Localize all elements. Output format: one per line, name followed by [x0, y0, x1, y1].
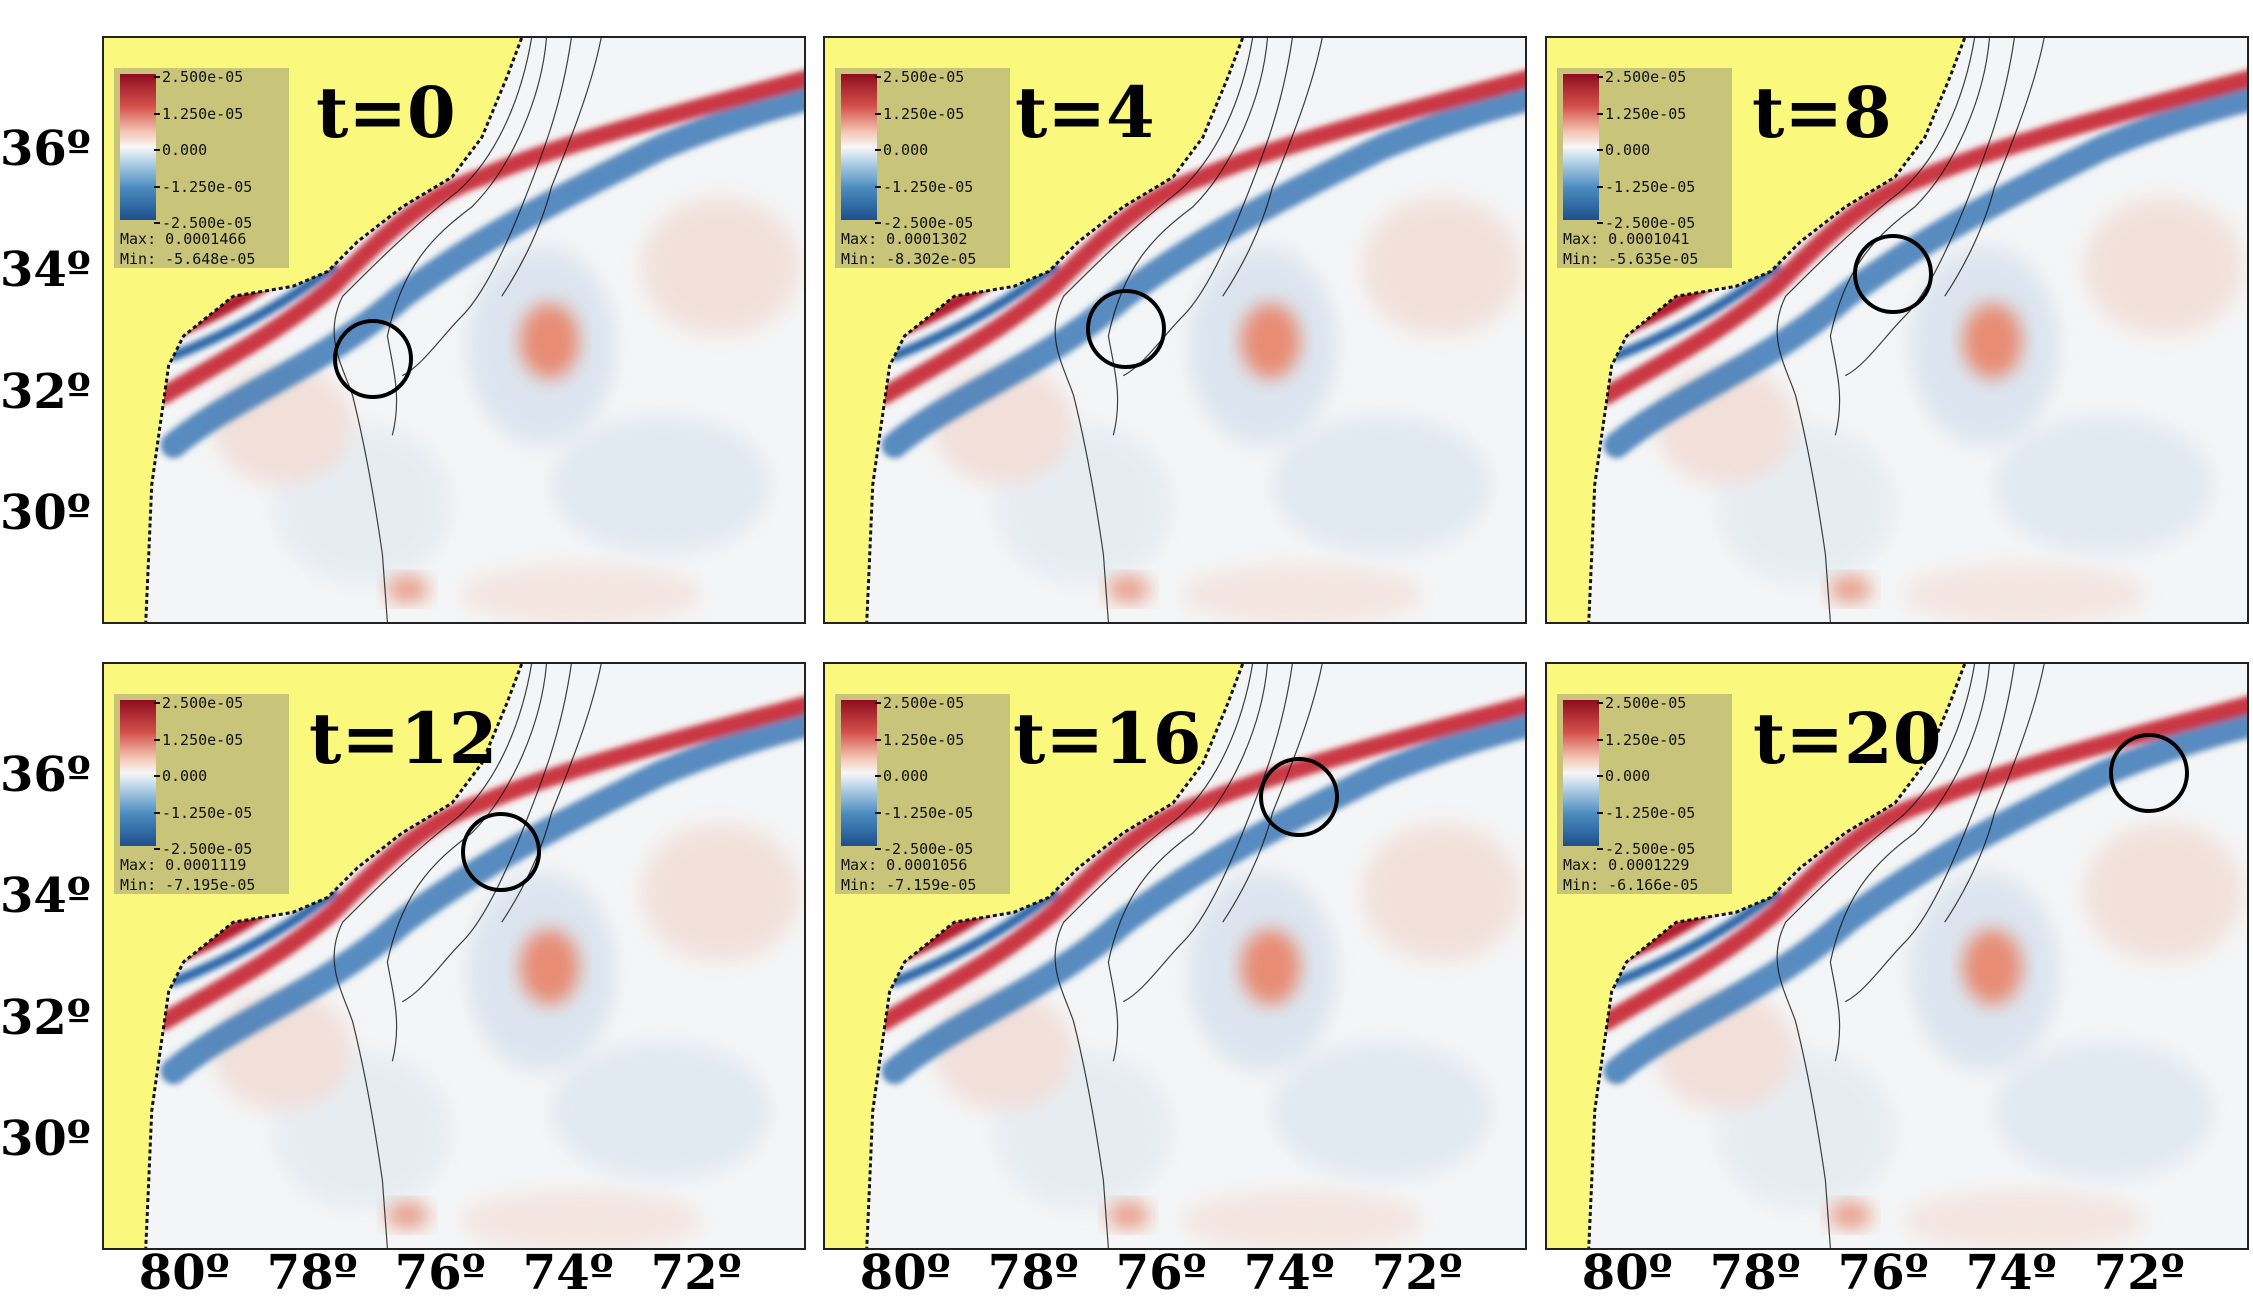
- min-value: Min: -8.302e-05: [841, 250, 977, 268]
- colorbar-tick-label: 1.250e-05: [153, 730, 244, 749]
- lon-tick-label: 74º: [522, 1245, 614, 1301]
- colorbar-legend: 2.500e-05 1.250e-05 0.000 -1.250e-05 -2.500e…: [835, 68, 1010, 268]
- colorbar-tick-label: 1.250e-05: [874, 730, 965, 749]
- lon-tick-label: 80º: [859, 1245, 951, 1301]
- colorbar-legend: 2.500e-05 1.250e-05 0.000 -1.250e-05 -2.500e…: [114, 694, 289, 894]
- min-value: Min: -5.635e-05: [1563, 250, 1699, 268]
- lat-tick-label: 32º: [0, 989, 91, 1046]
- time-label: t=20: [1753, 697, 1942, 780]
- colorbar: [1563, 700, 1599, 846]
- lon-tick-label: 76º: [1115, 1245, 1207, 1301]
- colorbar-tick-label: 0.000: [1596, 141, 1651, 159]
- colorbar-tick-label: 0.000: [153, 141, 208, 159]
- lat-tick-label: 34º: [0, 868, 91, 925]
- colorbar-tick-label: -2.500e-05: [153, 214, 253, 232]
- panel-t-16: 2.500e-05 1.250e-05 0.000 -1.250e-05 -2.500e…: [823, 662, 1527, 1250]
- feature-circle: [1852, 234, 1933, 315]
- colorbar-legend: 2.500e-05 1.250e-05 0.000 -1.250e-05 -2.500e…: [114, 68, 289, 268]
- feature-circle: [460, 811, 541, 892]
- min-value: Min: -7.195e-05: [120, 876, 256, 894]
- time-label: t=8: [1752, 71, 1892, 154]
- lat-tick-label: 36º: [0, 747, 91, 804]
- lat-tick-label: 30º: [0, 484, 91, 541]
- feature-circle: [2108, 733, 2189, 814]
- vorticity-field: [104, 38, 804, 622]
- colorbar-legend: 2.500e-05 1.250e-05 0.000 -1.250e-05 -2.500e…: [1557, 68, 1732, 268]
- lon-tick-label: 80º: [1581, 1245, 1673, 1301]
- colorbar-tick-label: -2.500e-05: [874, 840, 974, 858]
- colorbar-tick-label: -1.250e-05: [153, 177, 253, 196]
- colorbar-tick-label: 1.250e-05: [874, 104, 965, 123]
- panel-t-4: 2.500e-05 1.250e-05 0.000 -1.250e-05 -2.500e…: [823, 36, 1527, 624]
- colorbar-tick-label: 2.500e-05: [874, 694, 965, 712]
- lon-tick-label: 78º: [266, 1245, 358, 1301]
- colorbar-tick-label: 0.000: [153, 767, 208, 785]
- lon-tick-label: 78º: [987, 1245, 1079, 1301]
- panel-t-0: 2.500e-05 1.250e-05 0.000 -1.250e-05 -2.500e…: [102, 36, 806, 624]
- time-label: t=12: [309, 697, 498, 780]
- colorbar-tick-label: -1.250e-05: [1596, 177, 1696, 196]
- lat-tick-label: 30º: [0, 1110, 91, 1167]
- colorbar: [841, 700, 877, 846]
- colorbar-tick-label: -2.500e-05: [153, 840, 253, 858]
- colorbar-tick-label: 0.000: [1596, 767, 1651, 785]
- colorbar-tick-label: -2.500e-05: [1596, 840, 1696, 858]
- max-value: Max: 0.0001466: [120, 230, 247, 248]
- time-label: t=0: [316, 71, 456, 154]
- max-value: Max: 0.0001229: [1563, 856, 1690, 874]
- colorbar: [120, 700, 156, 846]
- colorbar-tick-label: 2.500e-05: [153, 694, 244, 712]
- max-value: Max: 0.0001056: [841, 856, 968, 874]
- lon-tick-label: 72º: [1371, 1245, 1463, 1301]
- colorbar-tick-label: -2.500e-05: [1596, 214, 1696, 232]
- colorbar-legend: 2.500e-05 1.250e-05 0.000 -1.250e-05 -2.500e…: [1557, 694, 1732, 894]
- lon-tick-label: 76º: [394, 1245, 486, 1301]
- colorbar-tick-label: 2.500e-05: [153, 68, 244, 86]
- colorbar-tick-label: 2.500e-05: [1596, 694, 1687, 712]
- colorbar-tick-label: -1.250e-05: [874, 803, 974, 822]
- colorbar-tick-label: 1.250e-05: [1596, 730, 1687, 749]
- panel-t-20: 2.500e-05 1.250e-05 0.000 -1.250e-05 -2.500e…: [1545, 662, 2249, 1250]
- colorbar: [841, 74, 877, 220]
- min-value: Min: -6.166e-05: [1563, 876, 1699, 894]
- time-label: t=4: [1015, 71, 1155, 154]
- panel-t-12: 2.500e-05 1.250e-05 0.000 -1.250e-05 -2.500e…: [102, 662, 806, 1250]
- colorbar-tick-label: -2.500e-05: [874, 214, 974, 232]
- max-value: Max: 0.0001119: [120, 856, 247, 874]
- lon-tick-label: 76º: [1837, 1245, 1929, 1301]
- colorbar-tick-label: -1.250e-05: [874, 177, 974, 196]
- colorbar-legend: 2.500e-05 1.250e-05 0.000 -1.250e-05 -2.500e…: [835, 694, 1010, 894]
- colorbar: [1563, 74, 1599, 220]
- lat-tick-label: 32º: [0, 363, 91, 420]
- time-label: t=16: [1013, 697, 1202, 780]
- lon-tick-label: 72º: [650, 1245, 742, 1301]
- colorbar-tick-label: 0.000: [874, 767, 929, 785]
- lat-tick-label: 34º: [0, 242, 91, 299]
- colorbar-tick-label: -1.250e-05: [1596, 803, 1696, 822]
- min-value: Min: -5.648e-05: [120, 250, 256, 268]
- colorbar-tick-label: 2.500e-05: [874, 68, 965, 86]
- max-value: Max: 0.0001041: [1563, 230, 1690, 248]
- feature-circle: [332, 319, 413, 400]
- colorbar-tick-label: 1.250e-05: [1596, 104, 1687, 123]
- lat-tick-label: 36º: [0, 121, 91, 178]
- max-value: Max: 0.0001302: [841, 230, 968, 248]
- lon-tick-label: 74º: [1243, 1245, 1335, 1301]
- lon-tick-label: 78º: [1709, 1245, 1801, 1301]
- colorbar-tick-label: -1.250e-05: [153, 803, 253, 822]
- feature-circle: [1258, 757, 1339, 838]
- lon-tick-label: 74º: [1965, 1245, 2057, 1301]
- colorbar-tick-label: 1.250e-05: [153, 104, 244, 123]
- feature-circle: [1085, 288, 1166, 369]
- colorbar: [120, 74, 156, 220]
- colorbar-tick-label: 2.500e-05: [1596, 68, 1687, 86]
- colorbar-tick-label: 0.000: [874, 141, 929, 159]
- lon-tick-label: 80º: [138, 1245, 230, 1301]
- lon-tick-label: 72º: [2093, 1245, 2185, 1301]
- panel-t-8: 2.500e-05 1.250e-05 0.000 -1.250e-05 -2.500e…: [1545, 36, 2249, 624]
- min-value: Min: -7.159e-05: [841, 876, 977, 894]
